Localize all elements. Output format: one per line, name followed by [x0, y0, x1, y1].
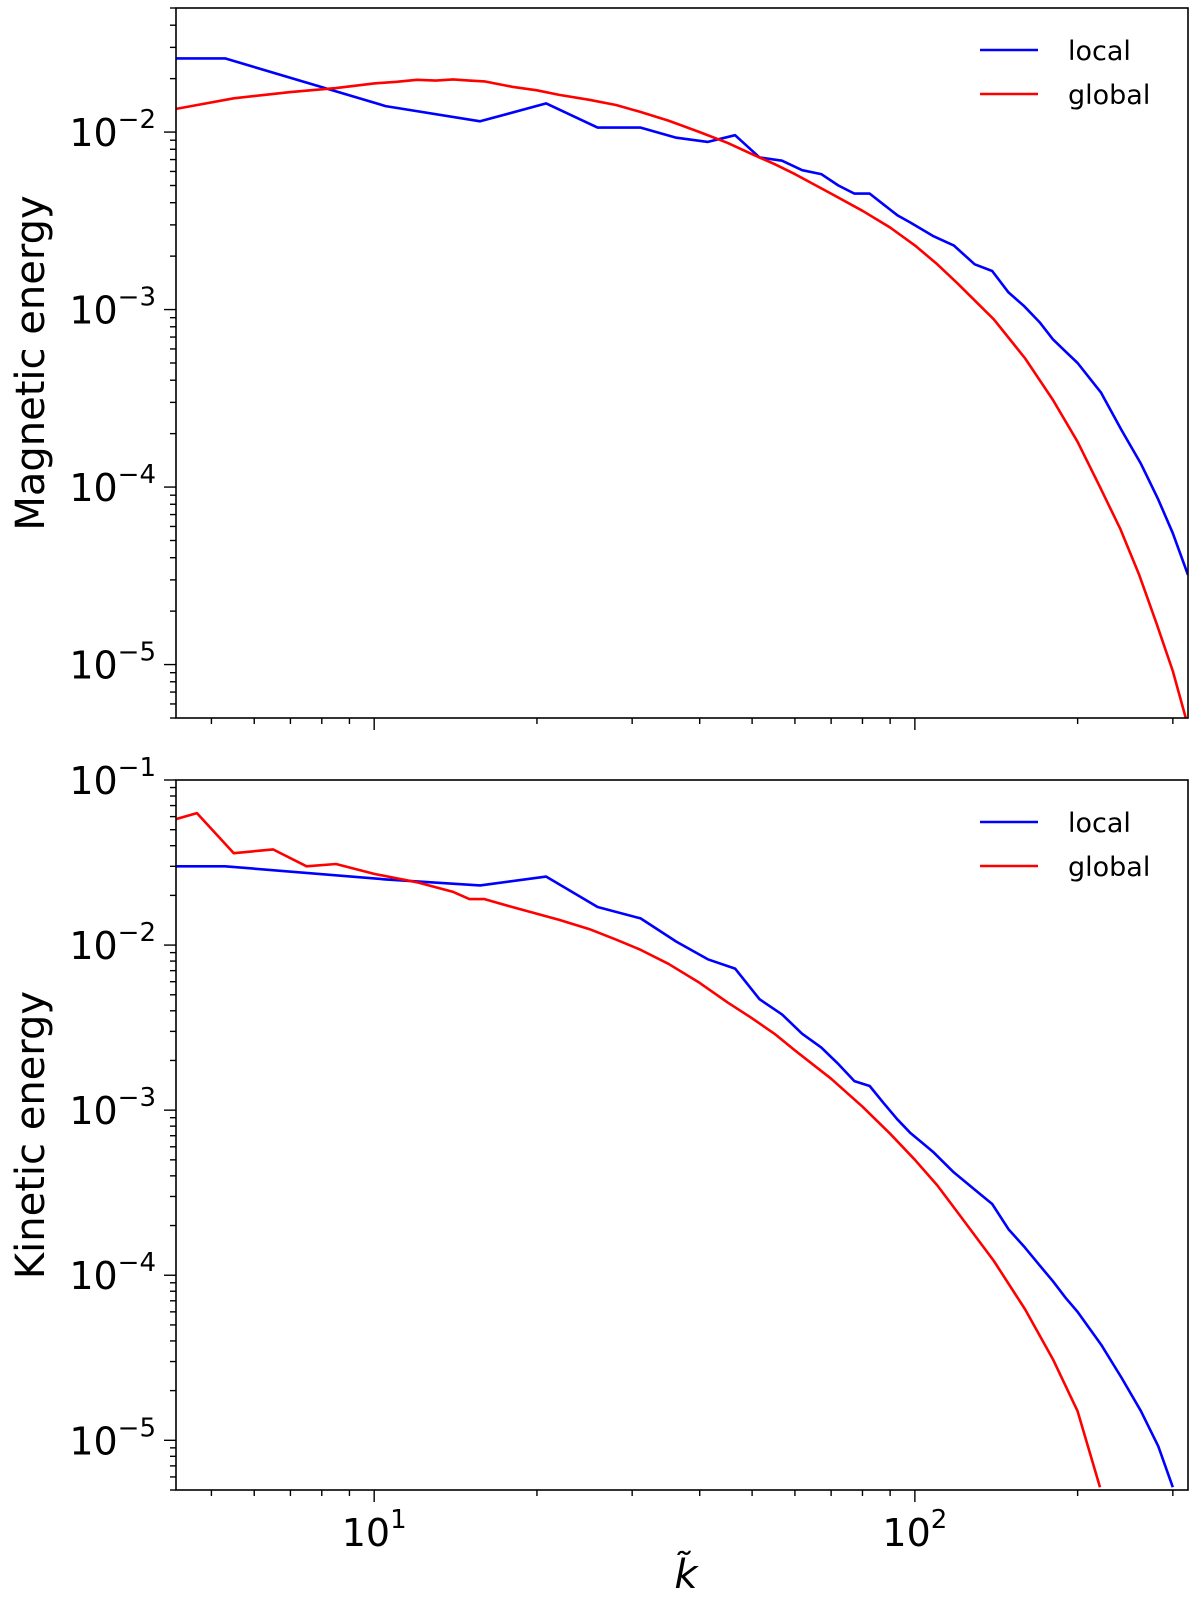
series-line-global — [176, 811, 1102, 1488]
y-tick-label: 10−3 — [69, 1083, 156, 1133]
legend-label-global: global — [1068, 852, 1150, 883]
y-tick-label: 10−5 — [69, 1413, 156, 1463]
y-axis-label: Magnetic energy — [8, 195, 54, 530]
y-tick-label: 10−1 — [69, 753, 156, 803]
legend: local global — [980, 36, 1150, 111]
y-axis-label: Kinetic energy — [8, 991, 54, 1279]
x-tick-label: 102 — [882, 1505, 947, 1555]
y-tick-label: 10−3 — [69, 283, 156, 333]
legend: local global — [980, 808, 1150, 883]
plot-frame — [175, 7, 1189, 719]
y-tick-label: 10−2 — [69, 918, 156, 968]
magnetic-energy-panel: 10−2 10−3 10−4 10−5 Magnetic energy local glob… — [8, 7, 1189, 730]
legend-label-local: local — [1068, 36, 1131, 67]
series-line-local — [176, 864, 1175, 1488]
x-tick-label: 101 — [342, 1505, 407, 1555]
y-tick-label: 10−2 — [69, 105, 156, 155]
series-line-global — [176, 78, 1188, 718]
series-line-local — [176, 57, 1188, 576]
kinetic-energy-panel: 10−1 10−2 10−3 10−4 10−5 101 102 Kinetic energy… — [8, 753, 1189, 1555]
legend-label-local: local — [1068, 808, 1131, 839]
y-tick-label: 10−4 — [69, 460, 156, 510]
y-tick-label: 10−4 — [69, 1248, 156, 1298]
legend-label-global: global — [1068, 80, 1150, 111]
x-axis-label: k̃ — [674, 1550, 699, 1598]
y-tick-label: 10−5 — [69, 638, 156, 688]
plot-frame — [175, 779, 1189, 1491]
